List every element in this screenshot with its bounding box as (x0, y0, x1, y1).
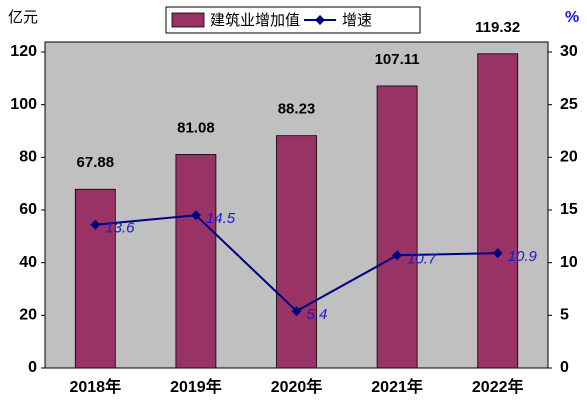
y2-tick-label: 0 (560, 359, 569, 376)
x-tick-label: 2022年 (472, 377, 524, 396)
y-tick-label: 20 (19, 307, 37, 324)
y-tick-label: 80 (19, 149, 37, 166)
line-value-label: 10.9 (508, 248, 538, 265)
bar (74, 188, 116, 369)
y-tick-label: 120 (10, 43, 37, 60)
legend-swatch (171, 12, 205, 28)
bar-value-label: 107.11 (375, 51, 420, 68)
legend-label: 增速 (342, 12, 372, 29)
line-value-label: 10.7 (407, 250, 437, 267)
line-marker (392, 250, 403, 261)
legend-label: 建筑业增加值 (210, 12, 300, 29)
bar-value-label: 119.32 (475, 19, 520, 36)
bar-value-label: 67.88 (77, 154, 115, 171)
bar (276, 135, 317, 369)
bar-value-label: 81.08 (177, 119, 215, 136)
legend-marker (315, 15, 326, 25)
line-marker (492, 248, 503, 259)
y2-tick-label: 20 (560, 149, 578, 166)
y2-tick-label: 5 (560, 307, 569, 324)
bar-value-label: 88.23 (278, 101, 316, 118)
x-tick-label: 2019年 (170, 377, 222, 396)
bar (477, 53, 519, 369)
line-marker (291, 306, 302, 317)
line-value-label: 13.6 (105, 220, 135, 237)
y-tick-label: 60 (19, 201, 37, 218)
y-tick-label: 40 (19, 254, 37, 271)
x-tick-label: 2020年 (271, 377, 323, 396)
line-marker (90, 219, 101, 230)
line-value-label: 5.4 (307, 306, 328, 323)
y2-tick-label: 25 (560, 96, 578, 113)
y2-tick-label: 30 (560, 43, 578, 60)
y2-tick-label: 15 (560, 201, 578, 218)
y-tick-label: 100 (10, 96, 37, 113)
bar (376, 85, 418, 369)
line-marker (190, 210, 201, 221)
y-tick-label: 0 (28, 359, 37, 376)
legend (165, 6, 421, 34)
y2-axis-unit: % (565, 9, 579, 26)
y-axis-unit: 亿元 (8, 9, 38, 26)
x-tick-label: 2021年 (371, 377, 423, 396)
y2-tick-label: 10 (560, 254, 578, 271)
bar (175, 154, 217, 369)
line-value-label: 14.5 (206, 210, 236, 227)
x-tick-label: 2018年 (69, 377, 121, 396)
